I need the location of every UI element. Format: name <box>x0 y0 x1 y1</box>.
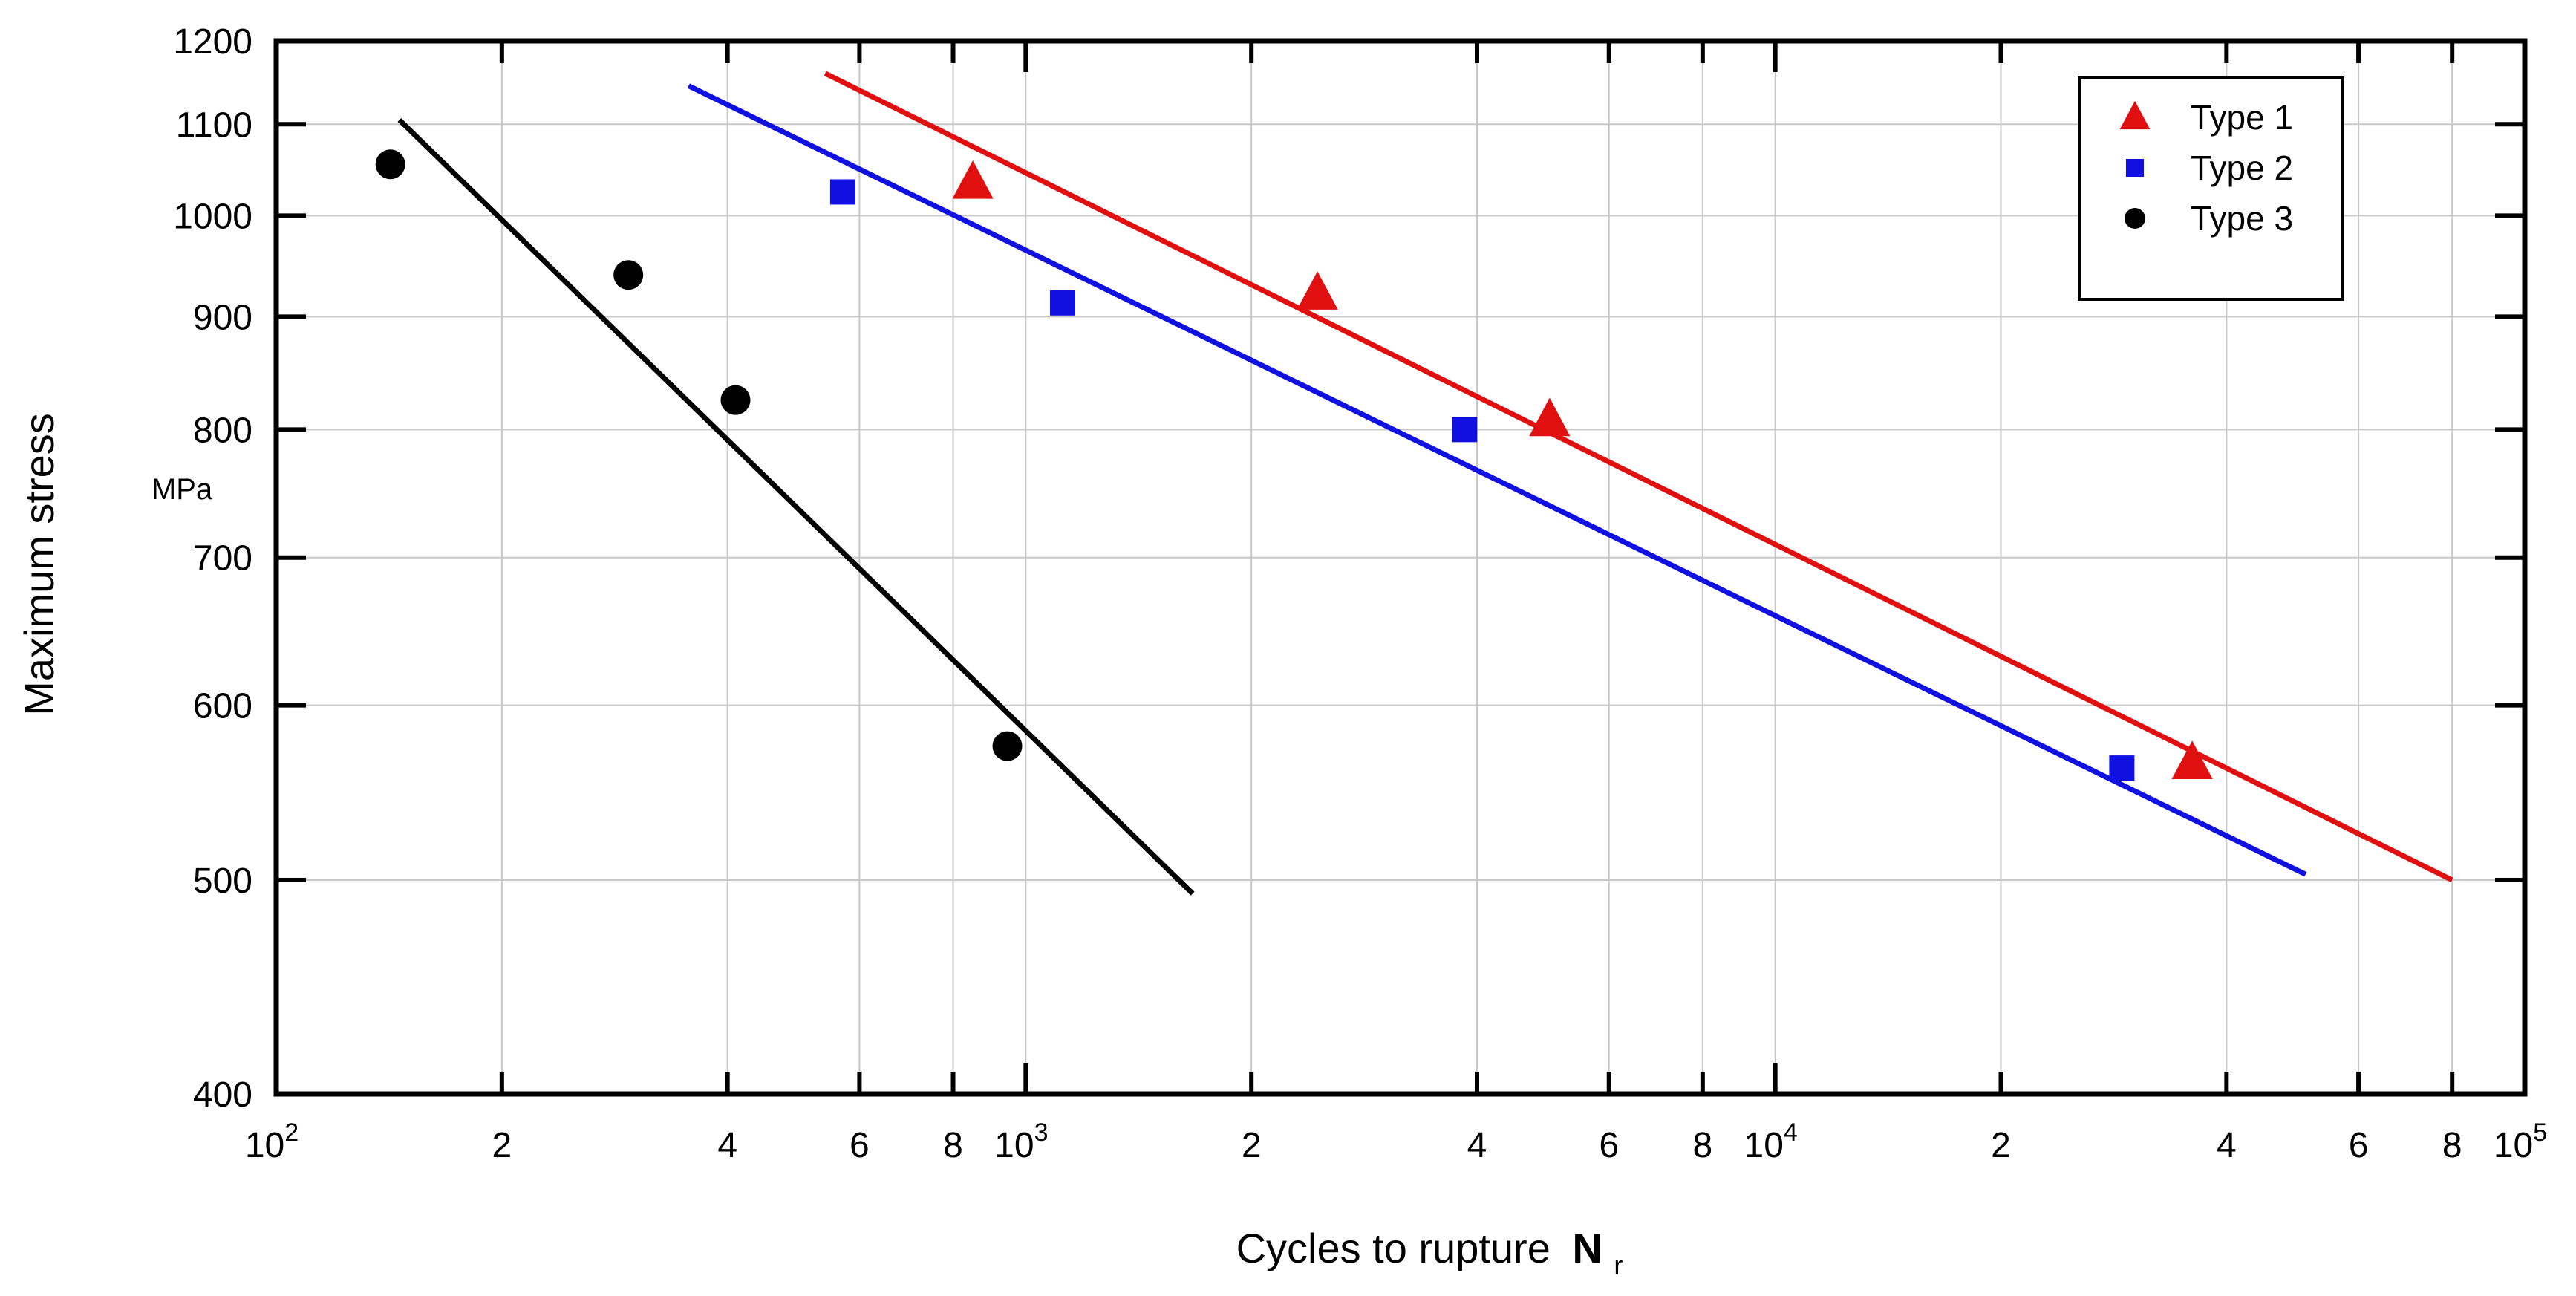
x-tick-label: 2 <box>1242 1126 1262 1165</box>
y-tick-label: 900 <box>193 298 252 337</box>
data-points <box>375 149 2213 781</box>
x-axis-subscript: r <box>1614 1250 1623 1280</box>
x-tick-label: 6 <box>2349 1126 2369 1165</box>
y-axis-title: Maximum stress <box>16 413 62 716</box>
x-tick-label: 105 <box>2494 1118 2547 1165</box>
y-tick-label: 800 <box>193 411 252 450</box>
fit-lines <box>397 71 2453 896</box>
fit-line-type1 <box>824 71 2453 883</box>
point-type2 <box>829 179 855 205</box>
x-tick-label: 2 <box>1991 1126 2011 1165</box>
legend-label-type2: Type 2 <box>2191 149 2293 187</box>
x-axis-symbol: N <box>1572 1225 1602 1271</box>
x-tick-label: 102 <box>245 1118 299 1165</box>
y-tick-label: 1200 <box>173 22 252 62</box>
point-type3 <box>375 149 405 180</box>
point-type1 <box>1529 397 1571 437</box>
y-tick-label: 1100 <box>176 105 252 145</box>
x-tick-label: 4 <box>1467 1126 1487 1165</box>
y-axis-unit: MPa <box>151 473 213 506</box>
x-axis-title: Cycles to rupture N r <box>1236 1225 1623 1280</box>
fit-line-type3 <box>397 117 1195 896</box>
fit-line-type2 <box>687 83 2307 877</box>
x-tick-label: 8 <box>2442 1126 2462 1165</box>
legend: Type 1 Type 2 Type 3 <box>2078 76 2344 301</box>
legend-box <box>2078 76 2344 301</box>
y-tick-label: 400 <box>193 1075 252 1115</box>
point-type1 <box>952 160 994 199</box>
point-type2 <box>1452 417 1478 443</box>
axis-ticks <box>274 39 2527 1096</box>
legend-marker-type1 <box>2119 100 2151 130</box>
point-type2 <box>1050 290 1076 316</box>
point-type1 <box>1297 271 1338 310</box>
point-type3 <box>992 731 1023 761</box>
tick-labels: 400 500 600 700 800 900 1000 1100 1200 102 2 4 6 8 103… <box>173 22 2547 1165</box>
point-type1 <box>2171 740 2213 779</box>
x-tick-label: 6 <box>1599 1126 1619 1165</box>
y-tick-label: 500 <box>193 862 252 901</box>
x-tick-label: 4 <box>2217 1126 2237 1165</box>
point-type2 <box>2109 755 2135 781</box>
y-tick-label: 600 <box>193 687 252 726</box>
x-axis-title-text: Cycles to rupture <box>1236 1225 1551 1271</box>
legend-label-type3: Type 3 <box>2191 199 2293 238</box>
x-tick-label: 4 <box>717 1126 737 1165</box>
legend-marker-type3 <box>2125 208 2145 229</box>
x-tick-label: 6 <box>850 1126 870 1165</box>
y-tick-label: 700 <box>193 539 252 579</box>
plot-frame <box>273 38 2528 1097</box>
y-tick-label: 1000 <box>173 197 252 236</box>
x-tick-label: 8 <box>1693 1126 1713 1165</box>
x-tick-label: 103 <box>994 1118 1048 1165</box>
x-tick-label: 104 <box>1744 1118 1798 1165</box>
point-type3 <box>613 260 644 290</box>
point-type3 <box>720 385 751 415</box>
legend-marker-type2 <box>2126 159 2144 177</box>
x-tick-label: 8 <box>943 1126 963 1165</box>
x-tick-label: 2 <box>492 1126 512 1165</box>
legend-label-type1: Type 1 <box>2191 98 2293 137</box>
